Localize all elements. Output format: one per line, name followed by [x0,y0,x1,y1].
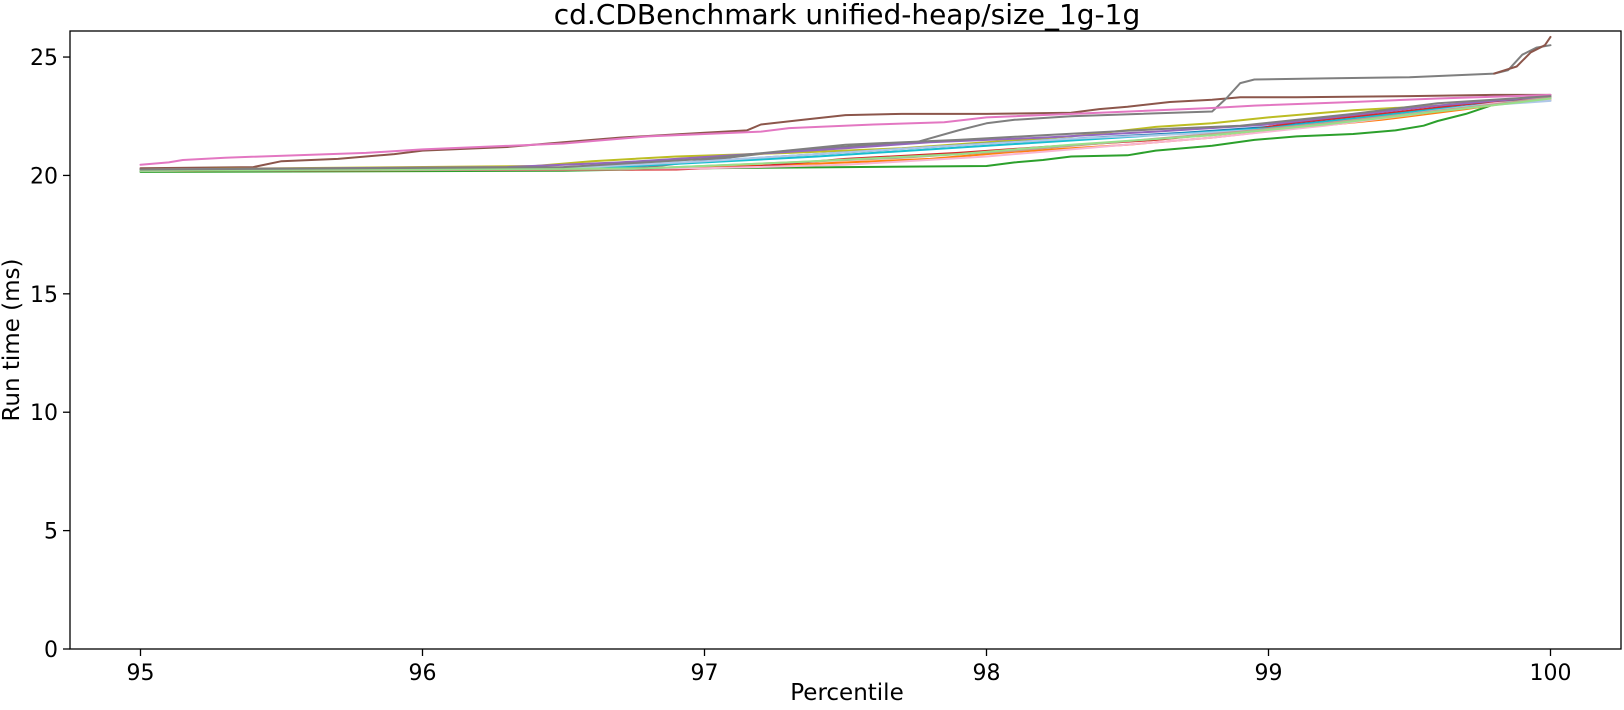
y-tick-label: 10 [30,401,58,426]
series-line-5 [139,98,1552,173]
chart-title: cd.CDBenchmark unified-heap/size_1g-1g [554,0,1140,31]
x-tick-label: 97 [691,661,719,686]
y-axis-label: Run time (ms) [0,258,25,421]
x-tick-label: 96 [409,661,437,686]
x-tick-label: 98 [973,661,1001,686]
x-tick-label: 99 [1255,661,1283,686]
y-tick-label: 25 [30,46,58,71]
series-line-4 [139,93,1552,166]
series-line-1 [139,93,1552,170]
series-line-16 [139,95,1552,171]
x-axis-label: Percentile [790,680,903,706]
series-line-15 [139,97,1552,172]
y-tick-label: 20 [30,164,58,189]
series-line-10 [139,96,1552,171]
x-axis-ticks: 95 96 97 98 99 100 [127,649,1572,686]
y-axis-ticks: 0 5 10 15 20 25 [30,46,70,663]
x-tick-label: 100 [1530,661,1572,686]
x-tick-label: 95 [127,661,155,686]
series-line-3 [1493,35,1552,75]
plot-frame [69,30,1622,650]
y-tick-label: 0 [44,638,58,663]
y-tick-label: 5 [44,520,58,545]
y-tick-label: 15 [30,283,58,308]
series-layer [139,35,1552,173]
